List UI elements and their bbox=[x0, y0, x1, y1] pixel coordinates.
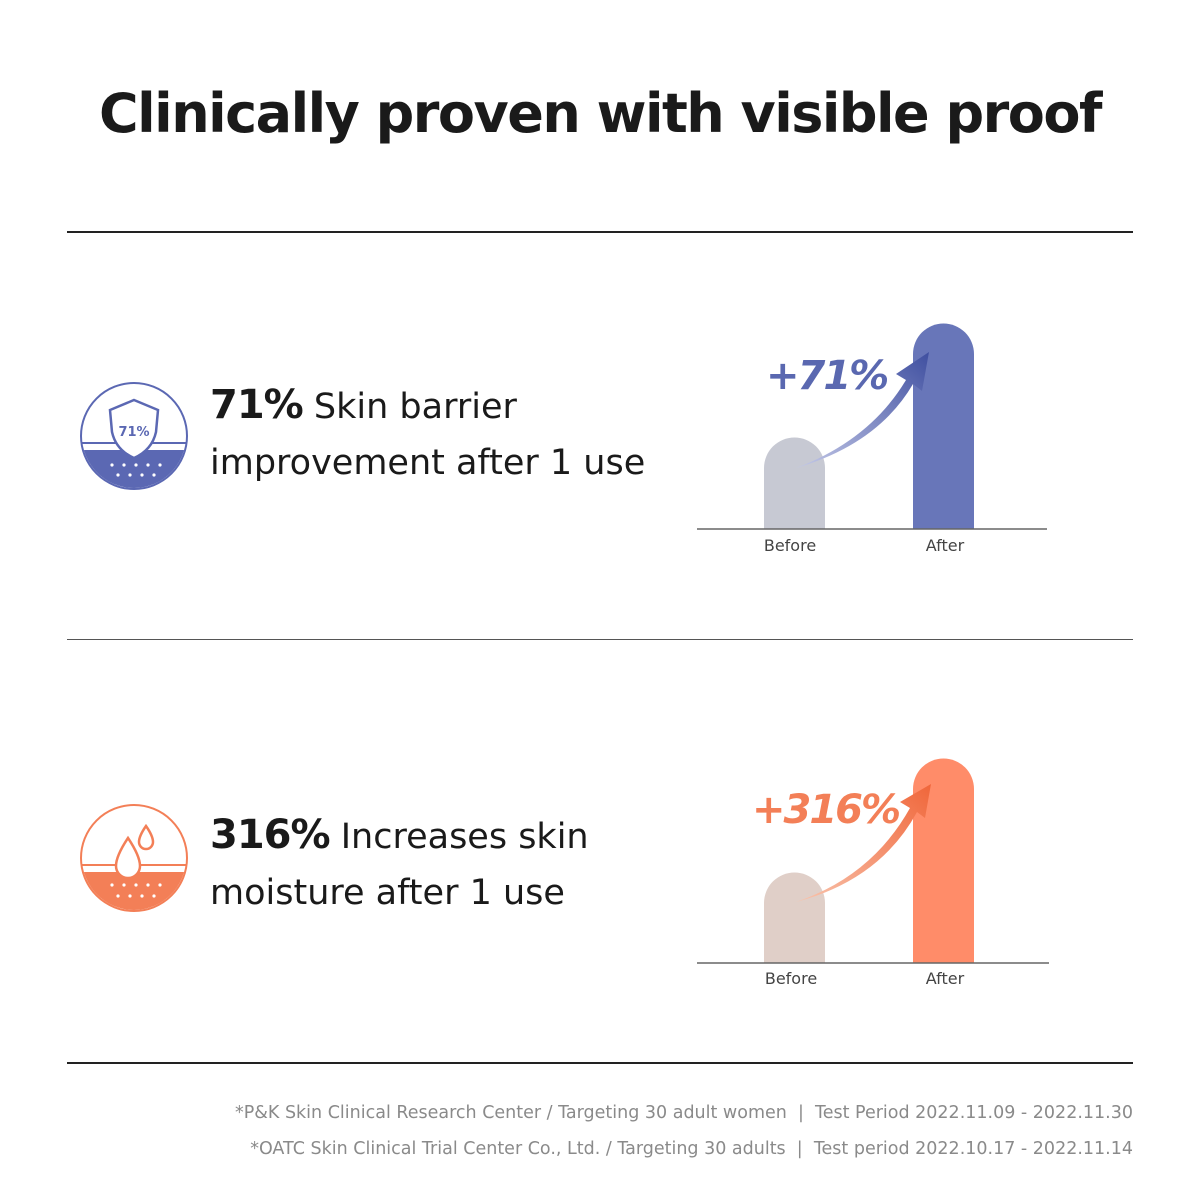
stat-text: 71% Skin barrier improvement after 1 use bbox=[210, 377, 645, 491]
before-label: Before bbox=[765, 969, 817, 988]
chart-moisture: +316% Before After bbox=[697, 758, 1049, 988]
stat: 71% bbox=[210, 382, 304, 428]
stat-text: 316% Increases skin moisture after 1 use bbox=[210, 807, 589, 921]
barrier-icon: 71% bbox=[80, 382, 188, 490]
arrow bbox=[796, 784, 931, 902]
divider bbox=[67, 1062, 1133, 1064]
divider bbox=[67, 231, 1133, 233]
change-label: +316% bbox=[752, 787, 899, 833]
before-bar bbox=[764, 872, 825, 963]
after-label: After bbox=[926, 969, 965, 988]
stat: 316% bbox=[210, 812, 331, 858]
after-label: After bbox=[926, 536, 965, 555]
title: Clinically proven with visible proof bbox=[99, 82, 1102, 145]
footnote: *OATC Skin Clinical Trial Center Co., Lt… bbox=[250, 1139, 1133, 1159]
stat-desc: moisture after 1 use bbox=[210, 873, 565, 913]
divider bbox=[67, 639, 1133, 640]
before-bar bbox=[764, 437, 825, 529]
chart-barrier: +71% Before After bbox=[697, 323, 1047, 555]
stat-desc: Increases skin bbox=[340, 817, 589, 857]
stat-desc: improvement after 1 use bbox=[210, 443, 646, 483]
before-label: Before bbox=[764, 536, 816, 555]
change-label: +71% bbox=[766, 353, 887, 399]
footnote: *P&K Skin Clinical Research Center / Tar… bbox=[234, 1103, 1133, 1123]
moisture-icon bbox=[80, 804, 188, 912]
stat-desc: Skin barrier bbox=[313, 387, 517, 427]
after-bar bbox=[913, 758, 974, 963]
after-bar bbox=[913, 323, 974, 529]
arrow bbox=[796, 352, 929, 468]
icon-label: 71% bbox=[118, 425, 149, 440]
